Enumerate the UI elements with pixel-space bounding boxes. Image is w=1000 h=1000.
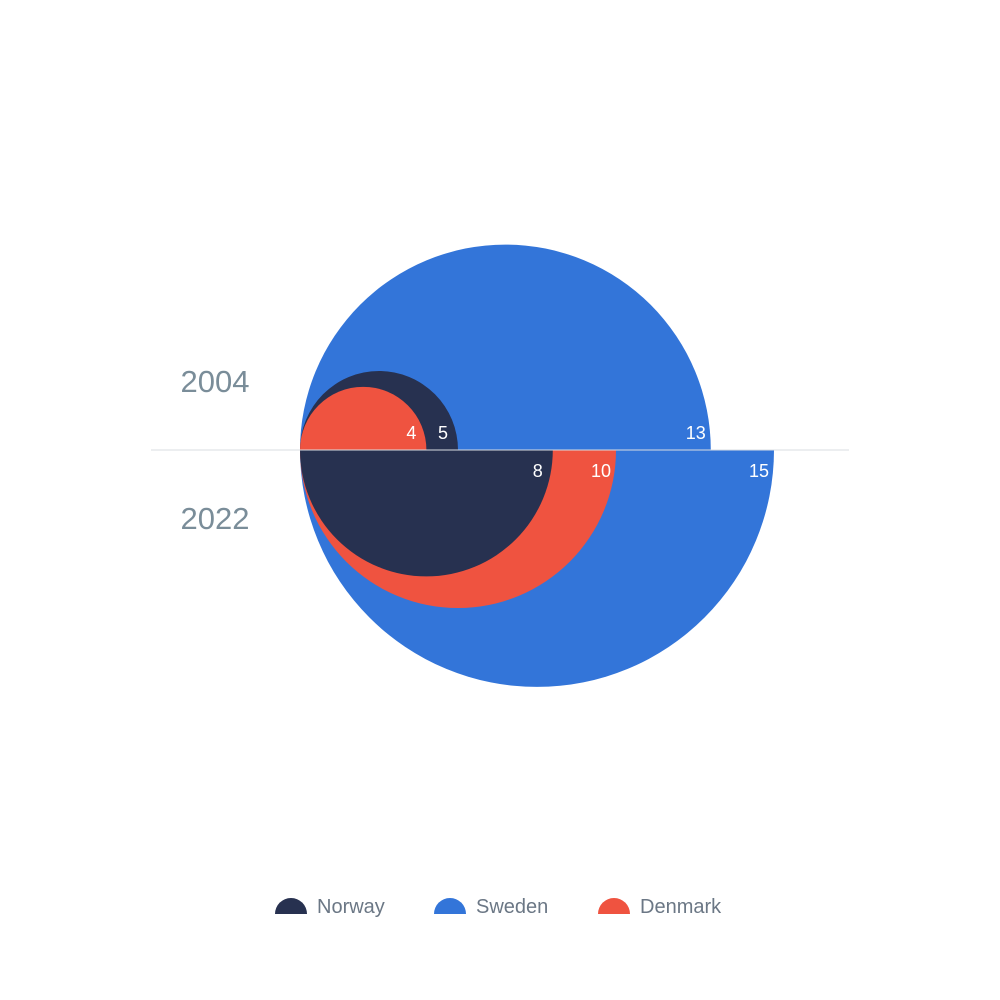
legend-label-denmark: Denmark (640, 896, 722, 918)
legend-swatch-sweden (434, 898, 466, 914)
value-label-norway-2004: 5 (438, 423, 448, 443)
legend-swatch-norway (275, 898, 307, 914)
arc-denmark-2004 (300, 386, 427, 450)
value-label-denmark-2022: 10 (591, 461, 611, 481)
arc-layer (300, 244, 774, 687)
value-label-sweden-2004: 13 (686, 423, 706, 443)
year-label-2004: 2004 (181, 364, 250, 399)
year-label-2022: 2022 (181, 501, 250, 536)
value-label-sweden-2022: 15 (749, 461, 769, 481)
arc-norway-2022 (300, 450, 553, 577)
value-label-layer: 13 5 4 15 10 8 (406, 423, 769, 481)
legend-label-sweden: Sweden (476, 896, 548, 918)
legend-swatch-denmark (598, 898, 630, 914)
legend-label-norway: Norway (317, 896, 385, 918)
value-label-denmark-2004: 4 (406, 423, 416, 443)
value-label-norway-2022: 8 (533, 461, 543, 481)
legend: Norway Sweden Denmark (275, 896, 722, 918)
